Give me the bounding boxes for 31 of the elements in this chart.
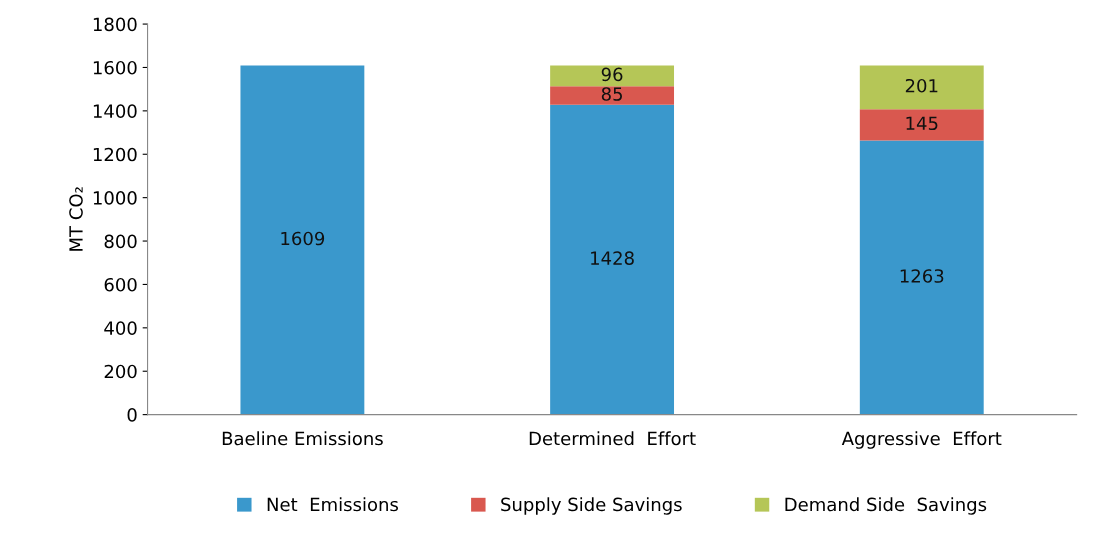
bar [550,104,675,415]
y-tick-label: 1800 [93,17,137,32]
y-tick-label: 0 [127,408,137,422]
x-tick-label: Aggressive Effort [841,431,1002,449]
x-tick-label: Baeline Emissions [222,431,383,446]
y-tick-label: 1200 [93,147,137,162]
y-tick-label: 400 [104,321,137,335]
data-label: 145 [906,116,938,131]
legend-label: Net Emissions [267,497,398,512]
data-label: 85 [601,87,622,101]
y-tick-label: 1600 [93,60,137,75]
y-tick-label: 1400 [93,104,137,118]
data-label: 96 [601,67,623,82]
bar [859,109,984,141]
bar [550,65,675,87]
y-axis-title: MT CO₂ [69,187,83,251]
bar [859,65,984,110]
bar [240,65,365,415]
legend-label: Demand Side Savings [785,497,987,515]
data-label: 201 [905,78,938,93]
y-tick-label: 1000 [93,191,137,205]
data-label: 1428 [591,251,634,265]
y-tick-label: 200 [104,364,137,379]
bar [550,86,675,105]
x-tick-label: Determined Effort [529,431,696,446]
data-label: 1609 [281,231,325,246]
data-label: 1263 [900,269,944,283]
y-tick-label: 800 [104,234,137,249]
legend-label: Supply Side Savings [501,497,682,515]
y-tick-label: 600 [104,277,137,292]
bar [859,140,984,415]
